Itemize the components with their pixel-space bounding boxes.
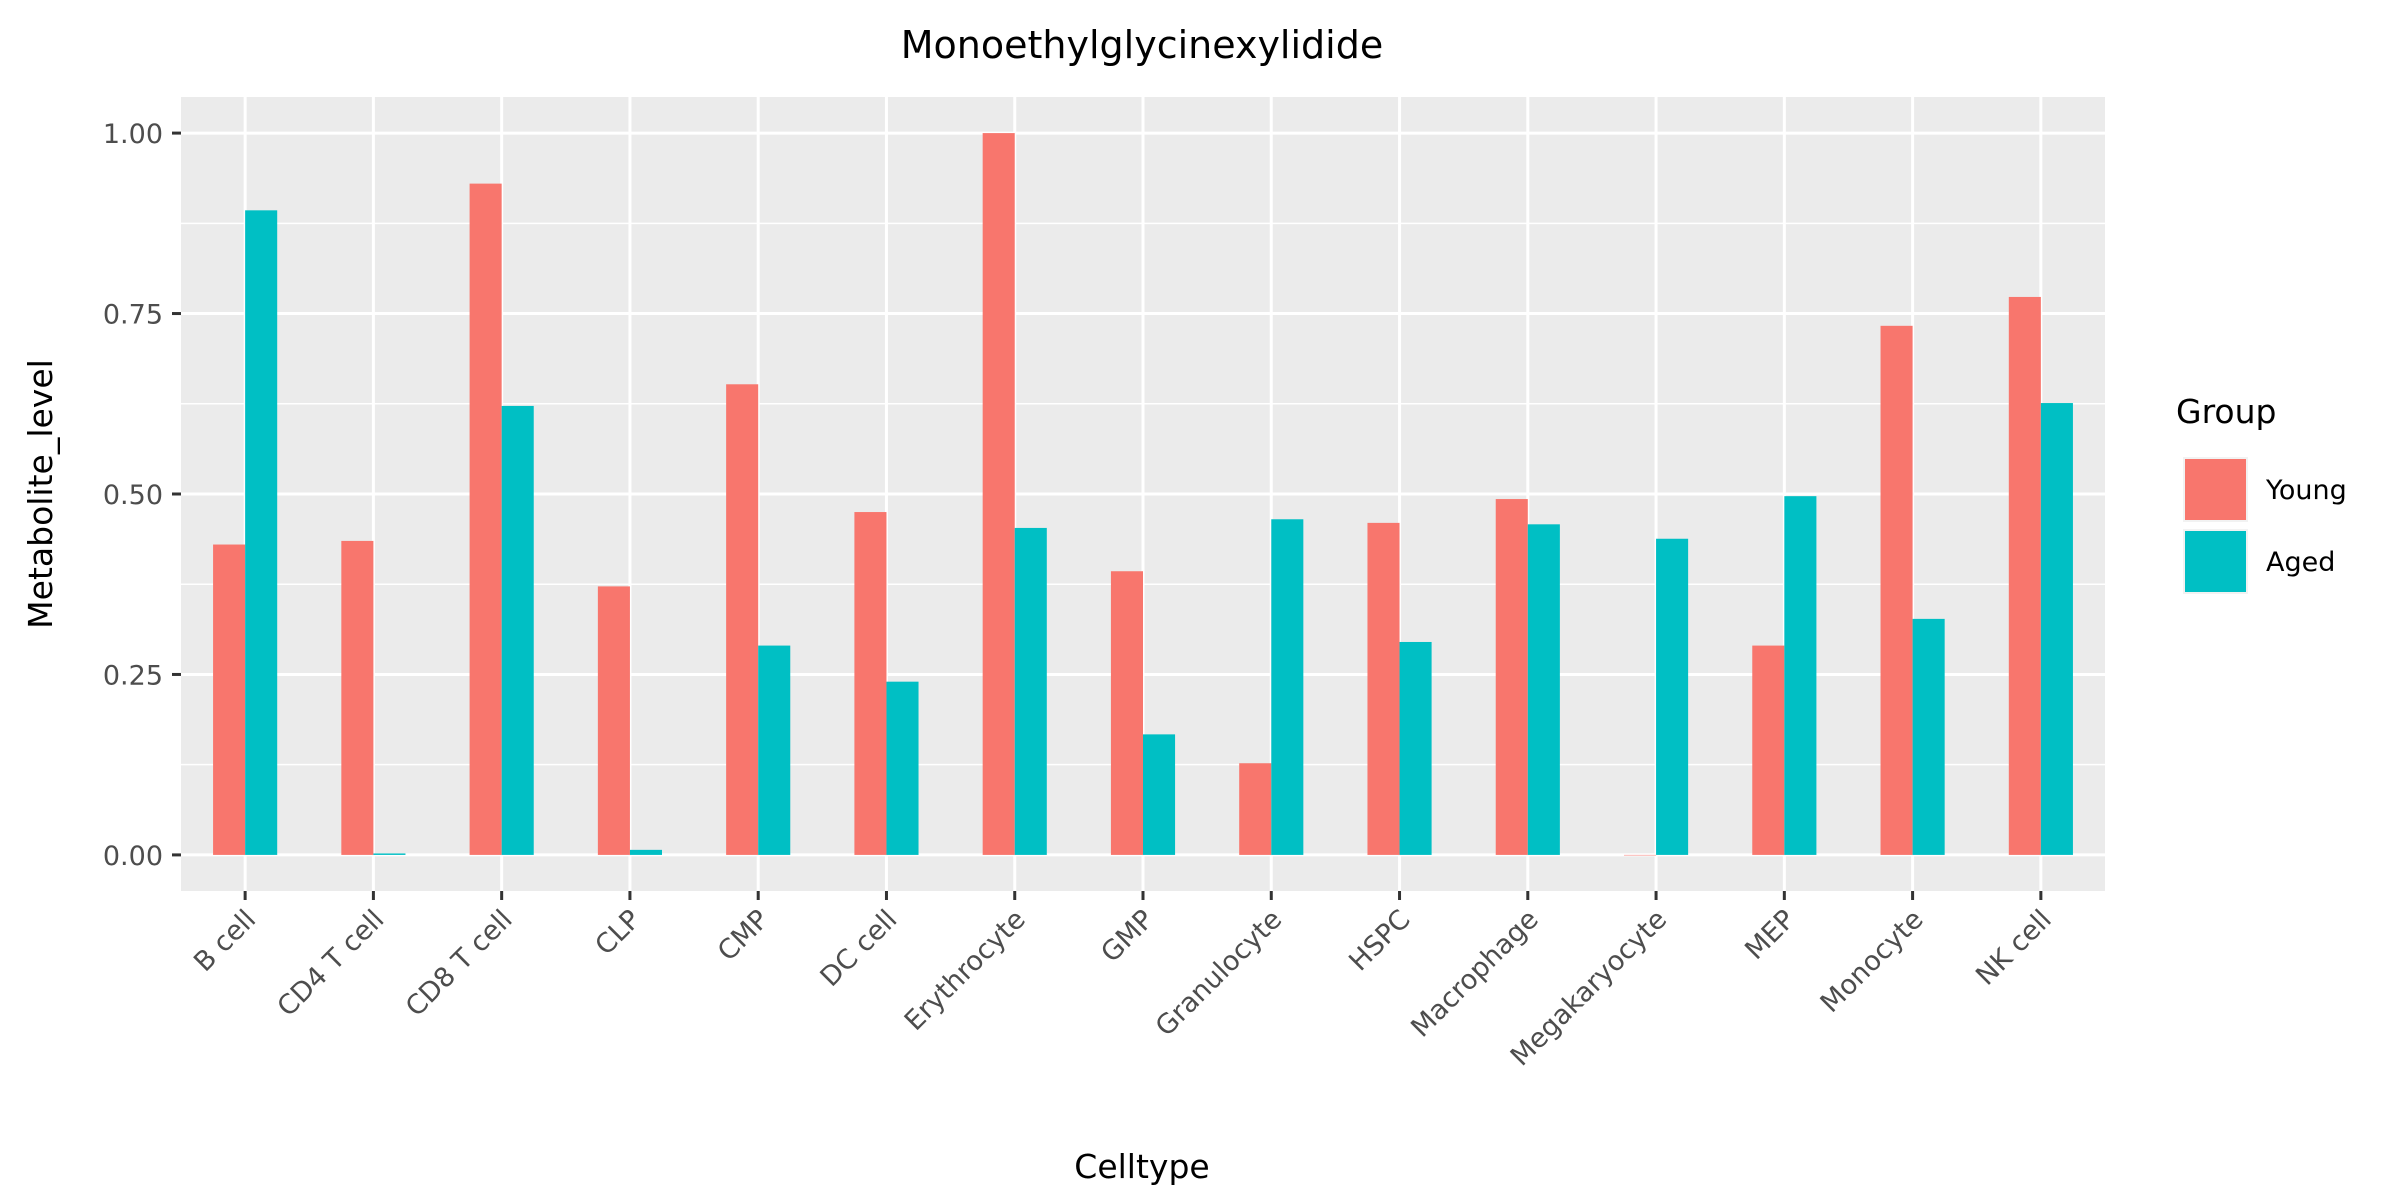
bar-young-cd4-t-cell — [341, 540, 374, 855]
y-tick-label: 1.00 — [103, 119, 163, 150]
x-tick-label: Erythrocyte — [899, 904, 1032, 1037]
x-tick-label: CMP — [712, 904, 775, 967]
legend-swatch-aged — [2185, 531, 2246, 592]
bar-aged-cmp — [758, 645, 791, 855]
x-tick-label: MEP — [1739, 904, 1801, 966]
x-tick-label: CLP — [589, 904, 646, 961]
bar-aged-erythrocyte — [1014, 527, 1047, 855]
bar-young-cmp — [726, 384, 759, 855]
bar-young-b-cell — [213, 544, 246, 855]
legend-title: Group — [2176, 392, 2276, 431]
bar-aged-clp — [629, 849, 662, 855]
bars — [213, 133, 2073, 856]
bar-young-dc-cell — [854, 512, 887, 855]
bar-young-monocyte — [1880, 325, 1913, 855]
bar-young-macrophage — [1495, 499, 1528, 855]
y-axis: 0.00 0.25 0.50 0.75 1.00 — [103, 119, 181, 872]
bar-aged-mep — [1784, 496, 1817, 855]
chart-title: Monoethylglycinexylidide — [901, 23, 1383, 67]
bar-young-hspc — [1367, 522, 1400, 855]
bar-aged-megakaryocyte — [1656, 538, 1689, 855]
y-tick-label: 0.25 — [103, 660, 163, 691]
legend-label-aged: Aged — [2266, 547, 2335, 578]
legend-swatch-young — [2185, 459, 2246, 520]
x-tick-label: CD8 T cell — [400, 904, 519, 1023]
legend-label-young: Young — [2265, 475, 2347, 506]
bar-aged-cd8-t-cell — [501, 405, 534, 855]
bar-aged-b-cell — [245, 210, 278, 855]
y-axis-title: Metabolite_level — [21, 359, 60, 629]
bar-young-mep — [1752, 645, 1785, 855]
x-tick-label: NK cell — [1970, 904, 2058, 992]
y-tick-label: 0.50 — [103, 480, 163, 511]
legend: Group Young Aged — [2176, 392, 2347, 594]
bar-aged-hspc — [1399, 641, 1432, 855]
bar-young-megakaryocyte — [1624, 854, 1657, 856]
x-tick-label: GMP — [1095, 904, 1160, 969]
bar-aged-nk-cell — [2040, 403, 2073, 855]
bar-young-cd8-t-cell — [469, 183, 502, 855]
x-tick-label: HSPC — [1343, 904, 1416, 977]
x-tick-label: CD4 T cell — [272, 904, 391, 1023]
bar-aged-cd4-t-cell — [373, 853, 406, 855]
x-tick-label: B cell — [188, 904, 262, 978]
bar-aged-macrophage — [1527, 524, 1560, 855]
bar-aged-dc-cell — [886, 681, 919, 855]
y-tick-label: 0.00 — [103, 841, 163, 872]
x-tick-label: Monocyte — [1815, 904, 1930, 1019]
bar-young-granulocyte — [1239, 763, 1272, 855]
bar-young-gmp — [1110, 571, 1143, 855]
bar-aged-monocyte — [1912, 618, 1945, 855]
x-tick-label: Granulocyte — [1150, 904, 1288, 1042]
x-tick-label: DC cell — [815, 904, 904, 993]
bar-young-nk-cell — [2008, 296, 2041, 855]
bar-young-erythrocyte — [982, 133, 1015, 855]
bar-young-clp — [597, 586, 630, 855]
y-tick-label: 0.75 — [103, 300, 163, 331]
x-tick-label: Macrophage — [1405, 904, 1544, 1043]
bar-aged-gmp — [1143, 734, 1176, 855]
bar-aged-granulocyte — [1271, 519, 1304, 855]
x-axis: B cell CD4 T cell CD8 T cell CLP CMP DC cellE… — [188, 891, 2058, 1072]
x-axis-title: Celltype — [1074, 1147, 1209, 1186]
